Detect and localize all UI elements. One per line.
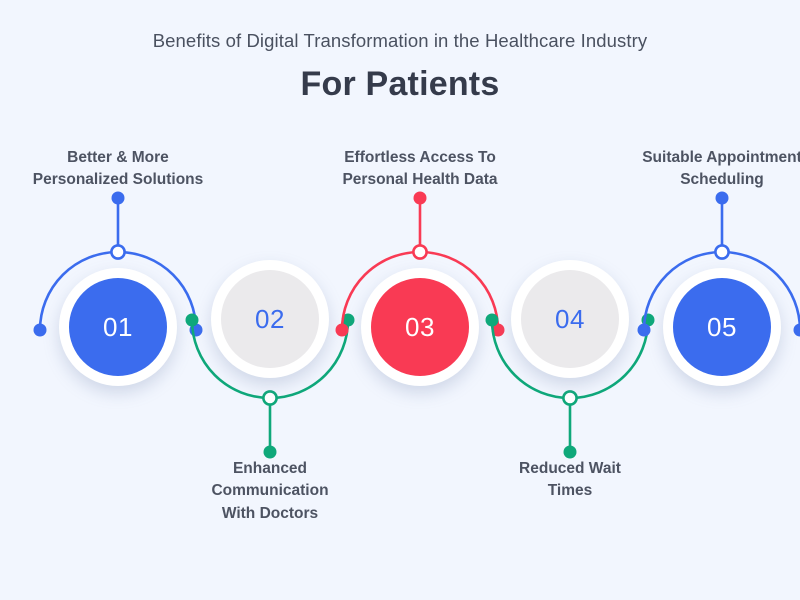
step-label-03: Effortless Access To Personal Health Dat…	[295, 147, 545, 192]
step-number-03: 03	[405, 311, 435, 342]
disc-inner-02: 02	[221, 270, 319, 368]
step-label-04: Reduced Wait Times	[445, 458, 695, 503]
step-node-04[interactable]: 04 Reduced Wait Times	[470, 140, 670, 560]
disc-inner-01: 01	[69, 278, 167, 376]
connector-arc-05	[637, 191, 800, 337]
disc-ring-04: 04	[511, 260, 629, 378]
step-node-03[interactable]: 03 Effortless Access To Personal Health …	[320, 140, 520, 560]
step-node-05[interactable]: 05 Suitable Appointment Scheduling	[622, 140, 800, 560]
label-line: Personal Health Data	[342, 171, 498, 189]
connector-arc-04	[485, 313, 655, 459]
step-node-02[interactable]: 02 Enhanced Communication With Doctors	[170, 140, 370, 560]
step-number-05: 05	[707, 311, 737, 342]
connector-arc-03	[335, 191, 505, 337]
disc-ring-01: 01	[59, 268, 177, 386]
step-number-02: 02	[255, 303, 285, 334]
disc-inner-04: 04	[521, 270, 619, 368]
subtitle: Benefits of Digital Transformation in th…	[152, 30, 648, 51]
label-line: Times	[547, 482, 593, 500]
label-line: With Doctors	[221, 504, 319, 522]
disc-02[interactable]: 02	[211, 260, 329, 378]
connector-arc-01	[33, 191, 203, 337]
disc-03[interactable]: 03	[361, 268, 479, 386]
disc-inner-05: 05	[673, 278, 771, 376]
disc-05[interactable]: 05	[663, 268, 781, 386]
label-line: Scheduling	[680, 171, 764, 189]
label-line: Better & More	[67, 149, 169, 166]
label-line: Effortless Access To	[344, 149, 496, 166]
connector-arc-02	[185, 313, 355, 459]
disc-04[interactable]: 04	[511, 260, 629, 378]
label-line: Suitable Appointment	[642, 149, 800, 166]
disc-ring-05: 05	[663, 268, 781, 386]
header: Benefits of Digital Transformation in th…	[0, 0, 800, 104]
label-line: Reduced Wait	[519, 460, 621, 477]
step-label-01: Better & More Personalized Solutions	[0, 147, 243, 192]
disc-01[interactable]: 01	[59, 268, 177, 386]
disc-ring-02: 02	[211, 260, 329, 378]
step-label-05: Suitable Appointment Scheduling	[597, 147, 800, 192]
step-node-01[interactable]: 01 Better & More Personalized Solutions	[18, 140, 218, 560]
disc-ring-03: 03	[361, 268, 479, 386]
label-line: Communication	[211, 482, 329, 500]
label-line: Enhanced	[232, 460, 308, 477]
step-number-01: 01	[103, 311, 133, 342]
disc-inner-03: 03	[371, 278, 469, 376]
step-number-04: 04	[555, 303, 585, 334]
label-line: Personalized Solutions	[32, 171, 204, 189]
step-label-02: Enhanced Communication With Doctors	[145, 458, 395, 525]
page-title: For Patients	[300, 65, 500, 104]
